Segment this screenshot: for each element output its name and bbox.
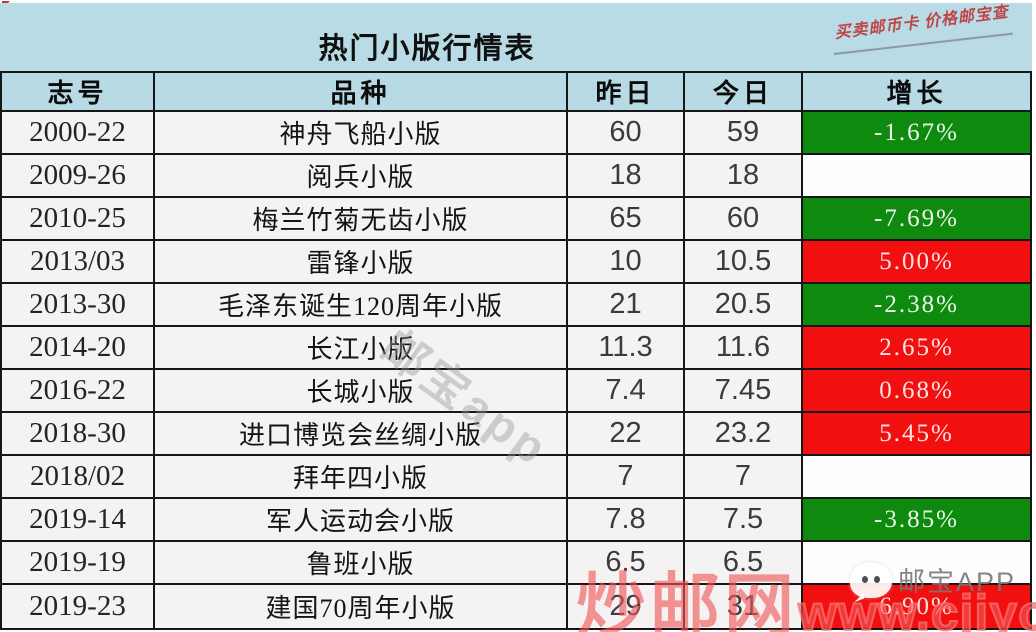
growth-cell: 2.65%	[803, 327, 1030, 370]
yesterday-cell: 7.4	[568, 370, 685, 413]
yesterday-cell: 29	[568, 585, 685, 628]
variety-cell: 毛泽东诞生120周年小版	[155, 284, 568, 327]
header-today: 今日	[685, 73, 803, 112]
today-cell: 20.5	[685, 284, 803, 327]
yesterday-cell: 11.3	[568, 327, 685, 370]
yesterday-cell: 7	[568, 456, 685, 499]
variety-cell: 长城小版	[155, 370, 568, 413]
growth-cell: -3.85%	[803, 499, 1030, 542]
code-cell: 2014-20	[2, 327, 155, 370]
today-cell: 10.5	[685, 241, 803, 284]
today-cell: 6.5	[685, 542, 803, 585]
today-cell: 11.6	[685, 327, 803, 370]
growth-cell: -7.69%	[803, 198, 1030, 241]
header-growth: 增长	[803, 73, 1030, 112]
header-variety: 品种	[155, 73, 568, 112]
variety-cell: 拜年四小版	[155, 456, 568, 499]
code-cell: 2010-25	[2, 198, 155, 241]
variety-cell: 梅兰竹菊无齿小版	[155, 198, 568, 241]
today-cell: 7.45	[685, 370, 803, 413]
code-cell: 2013-30	[2, 284, 155, 327]
variety-cell: 军人运动会小版	[155, 499, 568, 542]
variety-cell: 鲁班小版	[155, 542, 568, 585]
today-cell: 7	[685, 456, 803, 499]
variety-cell: 长江小版	[155, 327, 568, 370]
growth-cell	[803, 542, 1030, 585]
page-title: 热门小版行情表	[318, 33, 536, 65]
title-band: 热门小版行情表 买卖邮币卡 价格邮宝查	[0, 3, 1032, 71]
growth-cell	[803, 155, 1030, 198]
code-cell: 2019-19	[2, 542, 155, 585]
variety-cell: 建国70周年小版	[155, 585, 568, 628]
variety-cell: 神舟飞船小版	[155, 112, 568, 155]
code-cell: 2018-30	[2, 413, 155, 456]
code-cell: 2019-14	[2, 499, 155, 542]
code-cell: 2019-23	[2, 585, 155, 628]
yesterday-cell: 18	[568, 155, 685, 198]
code-cell: 2013/03	[2, 241, 155, 284]
yesterday-cell: 7.8	[568, 499, 685, 542]
growth-cell: -2.38%	[803, 284, 1030, 327]
yesterday-cell: 6.5	[568, 542, 685, 585]
yesterday-cell: 21	[568, 284, 685, 327]
header-code: 志号	[2, 73, 155, 112]
yesterday-cell: 65	[568, 198, 685, 241]
today-cell: 60	[685, 198, 803, 241]
variety-cell: 进口博览会丝绸小版	[155, 413, 568, 456]
growth-cell	[803, 456, 1030, 499]
yesterday-cell: 22	[568, 413, 685, 456]
code-cell: 2000-22	[2, 112, 155, 155]
growth-cell: 0.68%	[803, 370, 1030, 413]
today-cell: 23.2	[685, 413, 803, 456]
today-cell: 18	[685, 155, 803, 198]
growth-cell: 5.45%	[803, 413, 1030, 456]
variety-cell: 雷锋小版	[155, 241, 568, 284]
growth-cell: -1.67%	[803, 112, 1030, 155]
code-cell: 2016-22	[2, 370, 155, 413]
growth-cell: 6.90%	[803, 585, 1030, 628]
yesterday-cell: 60	[568, 112, 685, 155]
yesterday-cell: 10	[568, 241, 685, 284]
variety-cell: 阅兵小版	[155, 155, 568, 198]
today-cell: 31	[685, 585, 803, 628]
today-cell: 59	[685, 112, 803, 155]
today-cell: 7.5	[685, 499, 803, 542]
code-cell: 2009-26	[2, 155, 155, 198]
price-table: 志号 品种 昨日 今日 增长 2000-22 神舟飞船小版 60 59 -1.6…	[0, 71, 1032, 630]
code-cell: 2018/02	[2, 456, 155, 499]
growth-cell: 5.00%	[803, 241, 1030, 284]
header-yesterday: 昨日	[568, 73, 685, 112]
